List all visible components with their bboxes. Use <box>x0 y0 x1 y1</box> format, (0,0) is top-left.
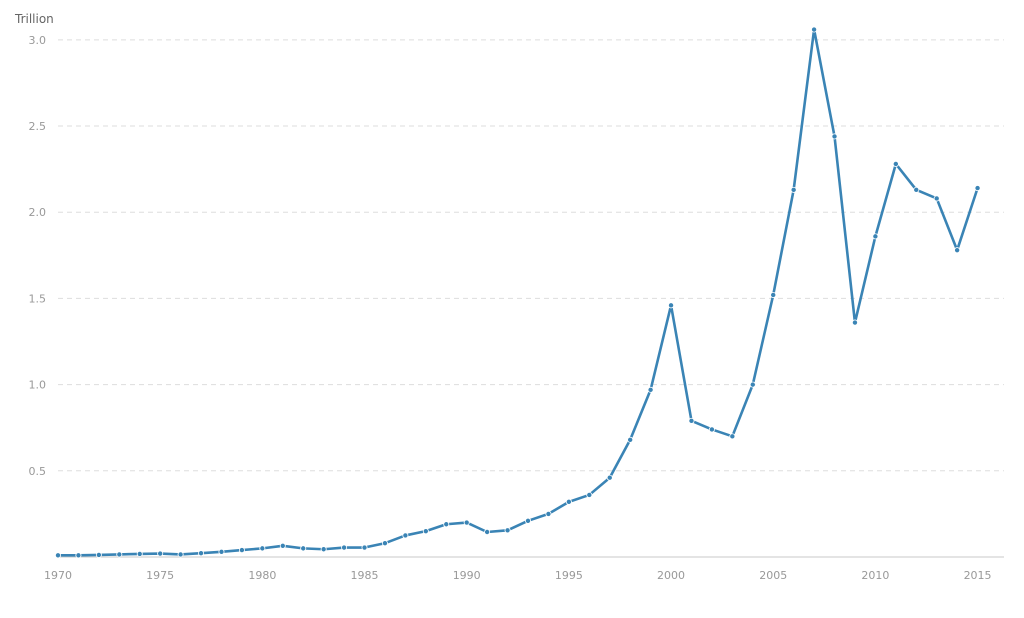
data-point-1993 <box>525 517 532 524</box>
data-point-1978 <box>218 548 225 555</box>
data-point-2003 <box>729 433 736 440</box>
data-point-1998 <box>627 436 634 443</box>
data-point-1973 <box>116 551 123 558</box>
x-tick-label-1970: 1970 <box>44 569 72 582</box>
data-point-2008 <box>831 133 838 140</box>
data-point-1995 <box>565 498 572 505</box>
data-point-1992 <box>504 527 511 534</box>
x-tick-label-2000: 2000 <box>657 569 685 582</box>
data-point-1990 <box>463 519 470 526</box>
data-point-1977 <box>198 550 205 557</box>
data-point-2005 <box>770 291 777 298</box>
data-point-1989 <box>443 521 450 528</box>
data-point-2009 <box>851 319 858 326</box>
data-point-1996 <box>586 491 593 498</box>
data-point-1987 <box>402 532 409 539</box>
x-tick-label-1995: 1995 <box>555 569 583 582</box>
data-point-1980 <box>259 545 266 552</box>
data-point-1972 <box>95 551 102 558</box>
data-point-2013 <box>933 195 940 202</box>
data-point-2015 <box>974 185 981 192</box>
data-point-1999 <box>647 386 654 393</box>
series-line-0 <box>56 28 979 557</box>
data-point-1985 <box>361 544 368 551</box>
data-point-1997 <box>606 474 613 481</box>
y-axis-ticks: 0.5 1.0 1.5 2.0 2.5 3.0 <box>29 34 47 478</box>
data-point-2012 <box>913 186 920 193</box>
series-group <box>55 26 981 559</box>
x-tick-label-2010: 2010 <box>861 569 889 582</box>
data-point-2014 <box>954 247 961 254</box>
data-point-1975 <box>157 550 164 557</box>
x-tick-label-1990: 1990 <box>453 569 481 582</box>
data-point-1991 <box>484 529 491 536</box>
y-tick-label-2: 2.0 <box>29 206 47 219</box>
x-tick-label-1975: 1975 <box>146 569 174 582</box>
data-point-2004 <box>749 381 756 388</box>
x-tick-label-1985: 1985 <box>351 569 379 582</box>
data-point-1981 <box>279 542 286 549</box>
gridlines <box>58 39 1004 472</box>
data-point-1974 <box>136 550 143 557</box>
data-point-1986 <box>381 540 388 547</box>
data-point-2007 <box>811 26 818 33</box>
data-point-1976 <box>177 551 184 558</box>
data-point-1970 <box>55 552 62 559</box>
y-tick-label-0.5: 0.5 <box>29 465 47 478</box>
x-tick-label-2015: 2015 <box>964 569 992 582</box>
data-point-2011 <box>892 160 899 167</box>
x-axis-ticks: 1970 1975 1980 1985 1990 1995 2000 2005 2010 2015 <box>44 569 992 582</box>
data-point-1988 <box>422 528 429 535</box>
y-tick-label-1: 1.0 <box>29 379 47 392</box>
y-tick-label-3: 3.0 <box>29 34 47 47</box>
x-tick-label-2005: 2005 <box>759 569 787 582</box>
data-point-1982 <box>300 545 307 552</box>
data-point-1979 <box>238 547 245 554</box>
y-tick-label-2.5: 2.5 <box>29 120 47 133</box>
data-point-2000 <box>668 302 675 309</box>
y-axis-unit-label: Trillion <box>14 12 54 26</box>
data-point-2002 <box>708 426 715 433</box>
data-point-2006 <box>790 186 797 193</box>
data-point-2010 <box>872 233 879 240</box>
data-point-1983 <box>320 546 327 553</box>
y-tick-label-1.5: 1.5 <box>29 292 47 305</box>
data-point-1971 <box>75 552 82 559</box>
data-point-2001 <box>688 417 695 424</box>
data-point-1994 <box>545 510 552 517</box>
data-point-1984 <box>341 544 348 551</box>
x-tick-label-1980: 1980 <box>248 569 276 582</box>
